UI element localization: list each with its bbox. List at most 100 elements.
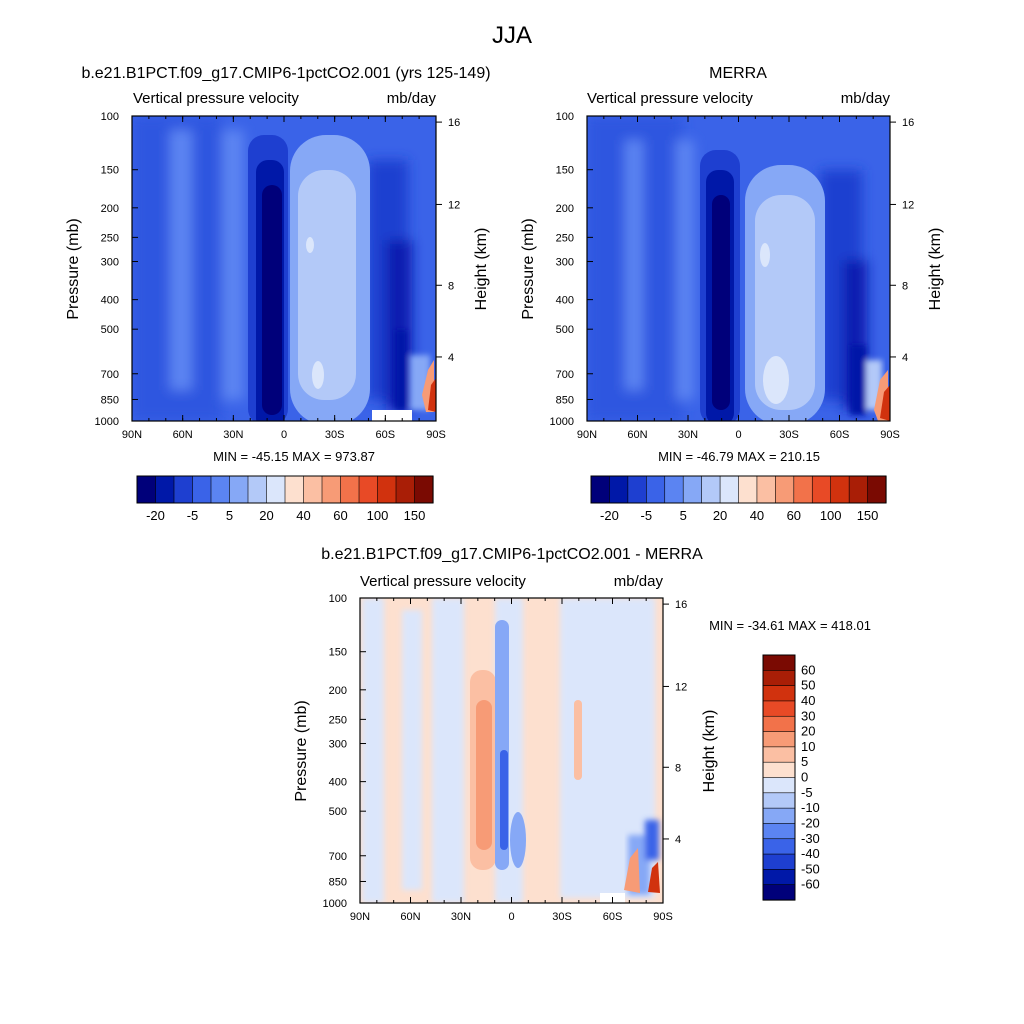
- x-tick-label: 90N: [122, 429, 142, 441]
- x-tick-label: 60S: [603, 911, 623, 923]
- panel-model-title: b.e21.B1PCT.f09_g17.CMIP6-1pctCO2.001 (y…: [81, 65, 490, 82]
- y-tick-label: 100: [101, 111, 119, 123]
- y-tick-label: 200: [556, 203, 574, 215]
- colorbar-swatch: [395, 475, 416, 504]
- colorbar-label: 5: [680, 508, 687, 523]
- colorbar-label: 30: [801, 708, 815, 723]
- panel-merra-ylabel-right: Height (km): [927, 228, 944, 311]
- merra-ascent-core: [712, 195, 730, 410]
- colorbar-swatch: [210, 475, 231, 504]
- panel-model: b.e21.B1PCT.f09_g17.CMIP6-1pctCO2.001 (y…: [65, 65, 491, 523]
- colorbar-swatch: [762, 670, 796, 687]
- colorbar-swatch: [646, 475, 666, 504]
- colorbar-swatch: [609, 475, 629, 504]
- panel-diff-ylabel-right: Height (km): [701, 710, 718, 793]
- x-tick-label: 60S: [376, 429, 396, 441]
- panel-diff-ylabel: Pressure (mb): [293, 700, 310, 801]
- colorbar-swatch: [762, 761, 796, 779]
- y-tick-label: 250: [101, 232, 119, 244]
- x-tick-label: 30S: [325, 429, 345, 441]
- colorbar-label: -60: [801, 877, 820, 892]
- colorbar-swatch: [664, 475, 684, 504]
- panel-merra-units: mb/day: [841, 90, 891, 107]
- y-tick-label: 250: [556, 232, 574, 244]
- panel-merra-colorbar: -20 -5 5 20 40 60 100 150: [590, 475, 887, 523]
- colorbar-label: -30: [801, 831, 820, 846]
- y-tick-label: 400: [329, 777, 347, 789]
- colorbar-label: 0: [801, 770, 808, 785]
- colorbar-swatch: [762, 700, 796, 717]
- panel-merra-ticks: [586, 115, 896, 422]
- colorbar-swatch: [719, 475, 740, 504]
- y-tick-label: 250: [329, 714, 347, 726]
- x-tick-label: 30S: [779, 429, 799, 441]
- x-tick-label: 0: [281, 429, 287, 441]
- colorbar-swatch: [762, 777, 796, 794]
- colorbar-label: 100: [820, 508, 842, 523]
- x-tick-label: 60N: [400, 911, 420, 923]
- panel-diff-labels: 90N 60N 30N 0 30S 60S 90S 100 150 200 250 300 400 500…: [323, 593, 688, 923]
- colorbar-label: -10: [801, 800, 820, 815]
- diff-cool-band-inner: [500, 750, 508, 850]
- panel-model-units: mb/day: [387, 90, 437, 107]
- colorbar-swatch: [136, 475, 157, 504]
- colorbar-label: 50: [801, 678, 815, 693]
- colorbar-label: 40: [750, 508, 764, 523]
- y-tick-label: 100: [329, 593, 347, 605]
- colorbar-swatch: [762, 807, 796, 825]
- x-tick-label: 90S: [880, 429, 900, 441]
- colorbar-swatch: [762, 715, 796, 733]
- colorbar-label: -5: [641, 508, 653, 523]
- colorbar-swatch: [377, 475, 397, 504]
- y-tick-label: 700: [556, 369, 574, 381]
- colorbar-label: 60: [787, 508, 801, 523]
- panel-model-field: [132, 116, 436, 421]
- y-tick-label: 150: [101, 165, 119, 177]
- y-tick-label: 700: [329, 851, 347, 863]
- colorbar-swatch: [155, 475, 175, 504]
- colorbar-swatch: [321, 475, 342, 504]
- y-tick-label: 400: [556, 295, 574, 307]
- colorbar-frame: [136, 475, 434, 504]
- panel-diff: b.e21.B1PCT.f09_g17.CMIP6-1pctCO2.001 - …: [293, 546, 871, 923]
- colorbar-label: 100: [367, 508, 389, 523]
- panel-diff-field: [360, 598, 663, 903]
- colorbar-label: 60: [801, 662, 815, 677]
- model-ascent-core: [262, 185, 282, 415]
- x-tick-label: 0: [508, 911, 514, 923]
- x-tick-label: 60S: [830, 429, 850, 441]
- y-tick-label: 850: [101, 394, 119, 406]
- panel-merra-left-label: Vertical pressure velocity: [587, 90, 753, 107]
- colorbar-swatch: [701, 475, 721, 504]
- y-tick-label: 850: [329, 876, 347, 888]
- x-tick-label: 30S: [552, 911, 572, 923]
- colorbar-label: -20: [146, 508, 165, 523]
- colorbar-swatch: [867, 475, 887, 504]
- panel-model-labels: 90N 60N 30N 0 30S 60S 90S 100 150 200 250 300 400 500…: [95, 111, 461, 441]
- x-tick-label: 30N: [223, 429, 243, 441]
- colorbar-swatch: [793, 475, 813, 504]
- colorbar-label: -50: [801, 861, 820, 876]
- colorbar-swatch: [303, 475, 323, 504]
- x-tick-label: 90N: [350, 911, 370, 923]
- colorbar-swatch: [762, 838, 796, 855]
- panel-diff-stats: MIN = -34.61 MAX = 418.01: [709, 618, 871, 633]
- colorbar-label: 40: [296, 508, 310, 523]
- x-tick-label: 60N: [627, 429, 647, 441]
- colorbar-swatch: [762, 869, 796, 886]
- y-right-tick-label: 12: [902, 199, 914, 211]
- colorbar-swatch: [830, 475, 850, 504]
- colorbar-swatch: [247, 475, 268, 504]
- y-right-tick-label: 8: [902, 280, 908, 292]
- colorbar-swatch: [340, 475, 360, 504]
- colorbar-label: 5: [801, 754, 808, 769]
- colorbar-label: -20: [600, 508, 619, 523]
- colorbar-swatch: [192, 475, 212, 504]
- y-tick-label: 400: [101, 295, 119, 307]
- panel-model-ylabel: Pressure (mb): [65, 218, 82, 319]
- colorbar-swatch: [414, 475, 434, 504]
- y-tick-label: 500: [556, 324, 574, 336]
- colorbar-swatch: [682, 475, 703, 504]
- colorbar-swatch: [762, 884, 796, 901]
